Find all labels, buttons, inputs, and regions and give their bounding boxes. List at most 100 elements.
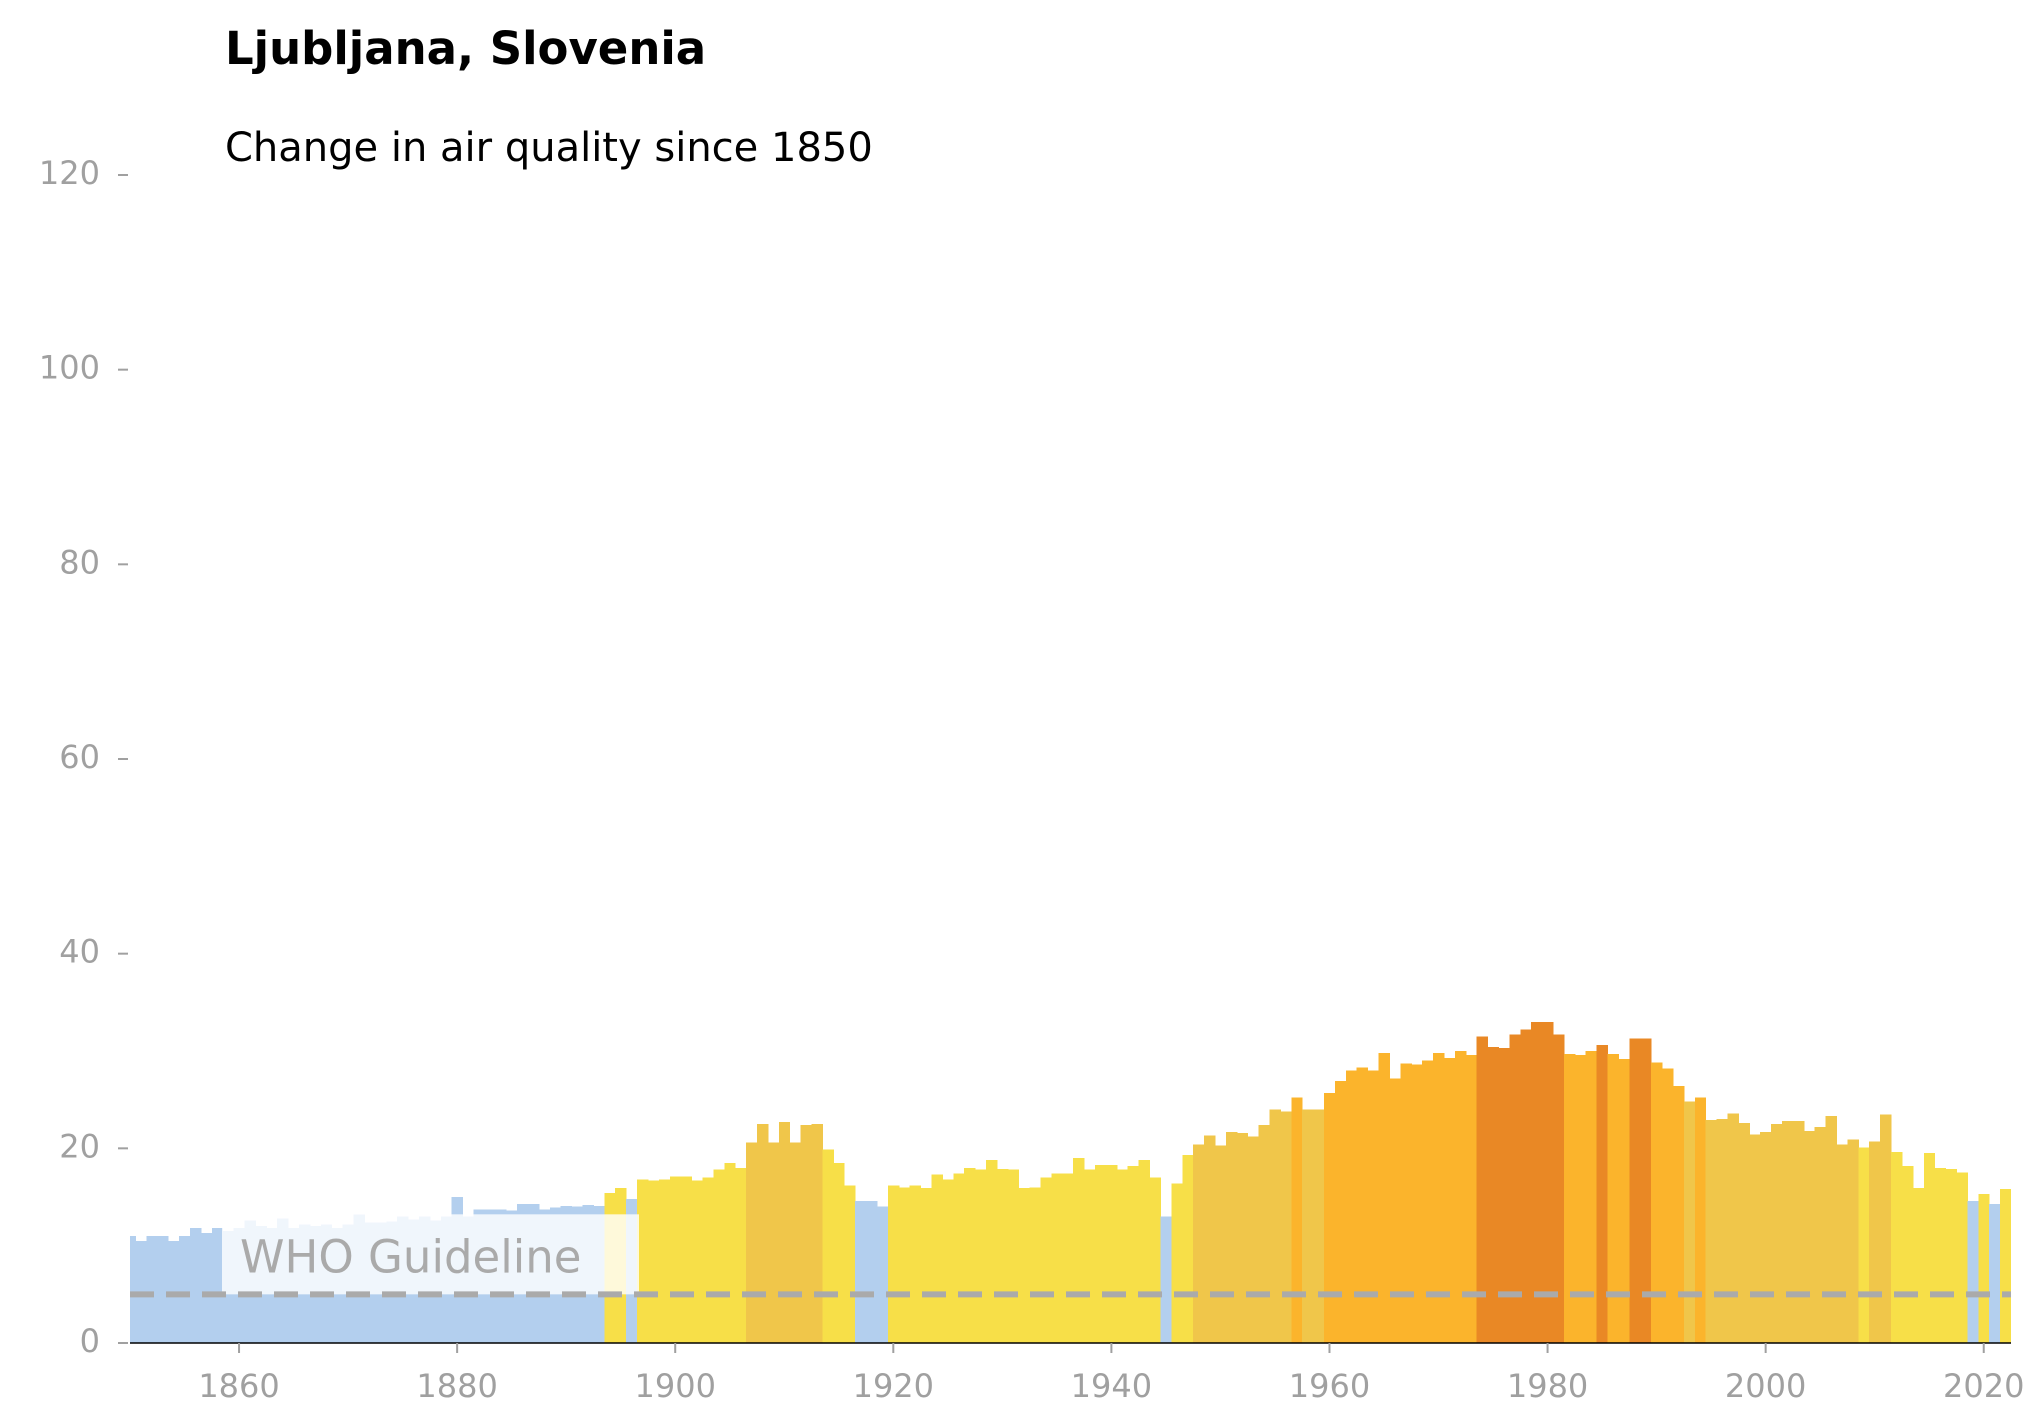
bar bbox=[1018, 1188, 1031, 1343]
bar bbox=[1476, 1036, 1489, 1343]
y-tick-label: 20 bbox=[59, 1127, 100, 1165]
bar bbox=[1934, 1167, 1947, 1343]
bar bbox=[1912, 1188, 1925, 1343]
bar bbox=[1225, 1131, 1238, 1343]
bar bbox=[1280, 1111, 1292, 1343]
bar bbox=[1629, 1038, 1641, 1343]
bar bbox=[1782, 1121, 1794, 1343]
bar bbox=[1269, 1109, 1281, 1343]
bar bbox=[746, 1142, 758, 1343]
bar bbox=[200, 1233, 213, 1343]
bar bbox=[1465, 1054, 1478, 1343]
bar bbox=[964, 1167, 976, 1343]
bar bbox=[1945, 1168, 1957, 1343]
bar bbox=[996, 1168, 1009, 1343]
bar bbox=[800, 1124, 813, 1343]
bar bbox=[767, 1142, 780, 1343]
bar bbox=[647, 1180, 660, 1343]
bar bbox=[1247, 1136, 1260, 1343]
bar bbox=[1651, 1062, 1663, 1343]
bar bbox=[1694, 1097, 1707, 1343]
bar bbox=[1585, 1051, 1598, 1343]
bar bbox=[1324, 1092, 1336, 1343]
bar bbox=[680, 1176, 693, 1343]
bar bbox=[1967, 1200, 1979, 1343]
bar bbox=[1454, 1051, 1467, 1343]
bar bbox=[702, 1177, 714, 1343]
bar bbox=[1356, 1067, 1369, 1343]
y-tick-label: 80 bbox=[59, 543, 100, 581]
bar bbox=[1923, 1153, 1936, 1343]
bar bbox=[1171, 1183, 1183, 1343]
x-tick-label: 1860 bbox=[198, 1367, 279, 1405]
bar bbox=[1803, 1130, 1816, 1343]
bar bbox=[1858, 1147, 1870, 1343]
bar bbox=[1738, 1123, 1750, 1343]
y-tick-label: 120 bbox=[39, 154, 100, 192]
bar bbox=[1040, 1177, 1052, 1343]
bar bbox=[1869, 1141, 1881, 1343]
bar bbox=[1574, 1054, 1587, 1343]
bar bbox=[1989, 1203, 2001, 1343]
bar bbox=[1662, 1068, 1674, 1343]
x-tick-label: 1900 bbox=[634, 1367, 715, 1405]
bar bbox=[211, 1228, 224, 1343]
bar bbox=[931, 1174, 943, 1343]
bar bbox=[985, 1160, 998, 1343]
bar bbox=[1891, 1152, 1903, 1343]
bar bbox=[1825, 1116, 1838, 1343]
bar bbox=[1160, 1216, 1172, 1343]
bar bbox=[822, 1149, 834, 1343]
bar bbox=[1727, 1113, 1739, 1343]
bar bbox=[1716, 1119, 1728, 1343]
bar bbox=[713, 1169, 725, 1343]
bar bbox=[920, 1188, 932, 1343]
bar bbox=[1258, 1124, 1271, 1343]
bar bbox=[942, 1179, 954, 1343]
bar bbox=[1563, 1053, 1576, 1343]
bar bbox=[1880, 1114, 1892, 1343]
bar bbox=[1313, 1109, 1325, 1343]
bar bbox=[1640, 1038, 1652, 1343]
bar bbox=[1760, 1131, 1772, 1343]
chart-title: Ljubljana, Slovenia bbox=[225, 22, 706, 75]
bar bbox=[1487, 1047, 1499, 1343]
bar bbox=[1116, 1169, 1129, 1343]
bar bbox=[1105, 1164, 1118, 1343]
chart-subtitle: Change in air quality since 1850 bbox=[225, 125, 873, 171]
bar bbox=[1007, 1169, 1020, 1343]
bar bbox=[1029, 1187, 1042, 1343]
bar bbox=[1553, 1034, 1565, 1343]
bar bbox=[637, 1179, 649, 1343]
bar bbox=[1433, 1052, 1445, 1343]
bar bbox=[1062, 1173, 1074, 1343]
bar bbox=[833, 1162, 845, 1343]
bar bbox=[1847, 1139, 1859, 1343]
bar bbox=[898, 1187, 911, 1343]
bar bbox=[1771, 1124, 1783, 1343]
bar bbox=[1814, 1126, 1827, 1343]
bar bbox=[130, 1235, 136, 1343]
x-tick-label: 1920 bbox=[853, 1367, 934, 1405]
bar bbox=[146, 1235, 158, 1343]
y-tick-label: 100 bbox=[39, 349, 100, 387]
bar bbox=[1334, 1081, 1347, 1343]
bar bbox=[1596, 1045, 1609, 1343]
bar bbox=[887, 1185, 900, 1343]
y-tick-label: 60 bbox=[59, 738, 100, 776]
bar bbox=[1411, 1064, 1423, 1343]
bar bbox=[1127, 1165, 1140, 1343]
y-tick-label: 40 bbox=[59, 933, 100, 971]
bar bbox=[1443, 1057, 1456, 1343]
x-tick-label: 1960 bbox=[1289, 1367, 1370, 1405]
bar bbox=[179, 1235, 191, 1343]
bar bbox=[1193, 1144, 1205, 1343]
bar bbox=[1214, 1145, 1227, 1343]
bar bbox=[1956, 1172, 1968, 1343]
bar bbox=[1509, 1034, 1521, 1343]
x-tick-label: 1940 bbox=[1071, 1367, 1152, 1405]
bar bbox=[975, 1169, 987, 1343]
bar bbox=[789, 1142, 802, 1343]
guideline-label-box bbox=[222, 1214, 639, 1295]
